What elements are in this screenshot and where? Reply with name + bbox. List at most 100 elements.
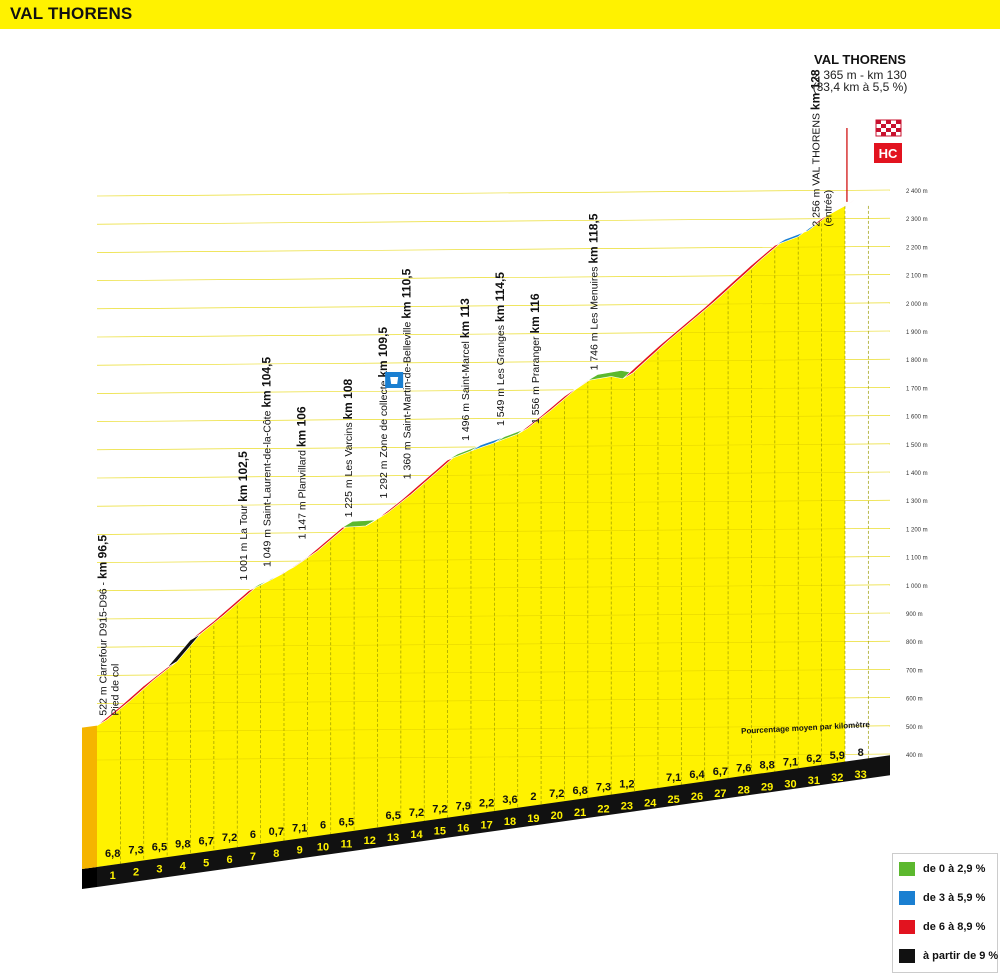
page-title: VAL THORENS	[10, 4, 133, 23]
km-number-label: 21	[574, 807, 586, 819]
km-number-label: 4	[180, 860, 187, 872]
km-percentage-label: 7,2	[549, 788, 564, 800]
legend-label: de 0 à 2,9 %	[923, 863, 986, 875]
location-annotation: 1 049 m Saint-Laurent-de-la-Côte km 104,…	[259, 357, 273, 567]
altitude-tick-label: 2 100 m	[906, 274, 928, 280]
finish-flag-cell	[886, 128, 891, 132]
km-number-label: 28	[738, 785, 750, 797]
altitude-gridline	[96, 330, 891, 338]
altitude-gridline	[96, 640, 891, 648]
location-annotation: 1 360 m Saint-Martin-de-Belleville km 11…	[400, 268, 414, 479]
legend-swatch	[899, 920, 915, 934]
location-annotation: 1 292 m Zone de collecte km 109,5	[376, 327, 390, 499]
km-number-label: 6	[226, 854, 232, 866]
location-sublabel: (entrée)	[823, 190, 835, 227]
km-number-label: 8	[273, 848, 279, 860]
altitude-tick-label: 700 m	[906, 668, 923, 674]
altitude-gridline	[96, 246, 891, 253]
km-percentage-label: 3,6	[502, 794, 517, 806]
altitude-tick-label: 500 m	[906, 725, 923, 731]
km-number-label: 15	[434, 826, 446, 838]
km-number-label: 17	[481, 819, 493, 831]
km-percentage-label: 6,5	[152, 842, 167, 854]
location-label: 1 225 m Les Varcins km 108	[341, 378, 355, 517]
km-number-label: 20	[551, 810, 563, 822]
location-label: 1 360 m Saint-Martin-de-Belleville km 11…	[400, 268, 414, 479]
location-label: 1 496 m Saint-Marcel km 113	[458, 298, 472, 441]
legend-item: de 3 à 5,9 %	[899, 890, 985, 906]
km-percentage-label: 7,1	[783, 756, 798, 768]
km-percentage-label: 6	[250, 829, 256, 841]
altitude-tick-label: 1 800 m	[906, 358, 928, 364]
altitude-gridline	[96, 302, 891, 310]
altitude-tick-label: 600 m	[906, 697, 923, 703]
km-percentage-label: 6,5	[386, 810, 401, 822]
location-label: 1 147 m Planvillard km 106	[294, 406, 308, 539]
location-name: 1 147 m Planvillard	[296, 447, 308, 539]
altitude-gridline	[96, 556, 891, 563]
finish-flag-cell	[886, 120, 891, 124]
altitude-gridline	[96, 612, 891, 620]
km-percentage-label: 0,7	[269, 826, 284, 838]
km-number-label: 19	[527, 813, 539, 825]
location-label: 522 m Carrefour D915-D96 - km 96,5	[96, 535, 110, 716]
altitude-gridline	[96, 217, 891, 225]
altitude-tick-label: 1 900 m	[906, 330, 928, 336]
profile-start-face	[82, 725, 97, 869]
location-annotation: 1 556 m Praranger km 116	[528, 293, 542, 424]
altitude-tick-label: 1 400 m	[906, 471, 928, 477]
altitude-gridline	[96, 753, 891, 761]
altitude-tick-label: 1 500 m	[906, 443, 928, 449]
finish-flag-cell	[876, 124, 881, 128]
location-km: km 118,5	[587, 213, 601, 263]
location-name: 1 225 m Les Varcins	[343, 419, 355, 517]
legend-swatch	[899, 891, 915, 905]
location-label: 1 549 m Les Granges km 114,5	[493, 272, 507, 426]
location-name: 522 m Carrefour D915-D96 -	[98, 579, 110, 716]
km-number-label: 5	[203, 857, 209, 869]
location-name: 1 292 m Zone de collecte	[378, 378, 390, 499]
altitude-tick-label: 1 600 m	[906, 415, 928, 421]
finish-flag-cell	[896, 124, 901, 128]
altitude-gridline	[96, 358, 891, 366]
km-number-label: 31	[808, 775, 820, 787]
altitude-tick-label: 800 m	[906, 640, 923, 646]
location-annotation: 2 256 m VAL THORENS km 128(entrée)	[809, 69, 835, 227]
location-label: 1 746 m Les Menuires km 118,5	[587, 213, 601, 370]
altitude-gridline	[96, 528, 891, 535]
finish-flag-border	[875, 119, 902, 137]
title-bar: VAL THORENS	[0, 0, 1000, 29]
km-number-label: 11	[341, 838, 353, 850]
finish-flag-cell	[881, 124, 886, 128]
location-name: 1 360 m Saint-Martin-de-Belleville	[402, 319, 414, 479]
location-annotation: 1 147 m Planvillard km 106	[294, 406, 308, 539]
km-percentage-label: 7,2	[432, 804, 447, 816]
altitude-gridline	[96, 584, 891, 592]
category-badge-label: HC	[879, 146, 898, 161]
km-number-label: 23	[621, 800, 633, 812]
km-percentage-label: 7,3	[128, 845, 143, 857]
altitude-tick-label: 2 000 m	[906, 302, 928, 308]
location-label: 1 556 m Praranger km 116	[528, 293, 542, 424]
km-percentage-label: 7,2	[409, 807, 424, 819]
location-annotation: 1 225 m Les Varcins km 108	[341, 378, 355, 517]
ground-strip	[97, 755, 890, 887]
finish-summary: (33,4 km à 5,5 %)	[812, 80, 908, 94]
location-label: 2 256 m VAL THORENS km 128	[809, 69, 823, 227]
legend-swatch	[899, 949, 915, 963]
km-number-label: 14	[410, 829, 423, 841]
km-number-label: 13	[387, 832, 399, 844]
altitude-tick-label: 1 100 m	[906, 556, 928, 562]
altitude-tick-label: 2 400 m	[906, 189, 928, 195]
km-number-label: 16	[457, 823, 469, 835]
finish-flag-cell	[876, 128, 881, 132]
km-percentage-label: 7,9	[456, 801, 471, 813]
km-percentage-label: 7,1	[292, 823, 307, 835]
km-number-label: 32	[831, 772, 843, 784]
location-annotation: 1 001 m La Tour km 102,5	[236, 451, 250, 581]
altitude-tick-label: 2 200 m	[906, 245, 928, 251]
finish-flag-cell	[881, 132, 886, 136]
gradient-band-segment	[809, 199, 856, 228]
